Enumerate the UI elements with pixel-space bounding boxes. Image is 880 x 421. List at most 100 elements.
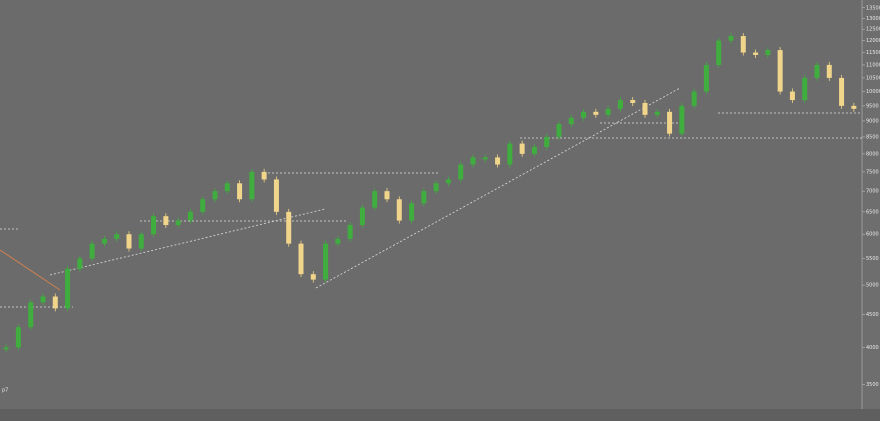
trend-line — [315, 87, 681, 289]
y-tick-label: 11000 — [866, 62, 880, 68]
candle — [273, 179, 279, 212]
candles — [3, 33, 857, 353]
y-tick-label: 10000 — [866, 89, 880, 95]
candle — [421, 191, 427, 204]
candle — [286, 211, 292, 244]
candle — [212, 191, 218, 200]
candle — [384, 191, 390, 200]
candle — [445, 179, 451, 184]
candle — [65, 268, 71, 309]
candle — [642, 102, 648, 115]
y-tick-label: 6000 — [866, 232, 879, 238]
candle — [261, 171, 267, 180]
y-tick-label: 7000 — [866, 189, 879, 195]
candle — [507, 143, 513, 165]
candle — [52, 296, 58, 309]
candle — [470, 157, 476, 165]
candle — [789, 91, 795, 101]
candle — [839, 77, 845, 106]
candle — [740, 36, 746, 53]
candle — [458, 164, 464, 180]
candle — [249, 171, 255, 200]
candle — [28, 302, 34, 328]
candle — [200, 199, 206, 212]
candle — [347, 225, 353, 239]
candle — [409, 203, 415, 221]
candle — [335, 238, 341, 244]
y-tick-label: 13500 — [866, 5, 880, 11]
y-tick-label: 10500 — [866, 75, 880, 81]
candle — [237, 183, 243, 200]
y-tick-label: 12500 — [866, 27, 880, 33]
candle — [802, 77, 808, 101]
candle — [691, 91, 697, 106]
candle — [630, 100, 636, 103]
candle — [568, 117, 574, 125]
candle — [716, 40, 722, 65]
candle — [163, 216, 169, 226]
y-tick-label: 4500 — [866, 312, 879, 318]
candle — [667, 111, 673, 134]
candle — [310, 274, 316, 280]
candle — [765, 50, 771, 55]
candle — [679, 105, 685, 134]
y-tick-label: 7500 — [866, 169, 879, 175]
candle — [372, 191, 378, 208]
candle — [556, 124, 562, 137]
candle — [323, 243, 329, 280]
y-tick-label: 5000 — [866, 283, 879, 289]
candle — [519, 143, 525, 154]
candle — [851, 105, 857, 109]
candle — [40, 296, 46, 303]
y-tick-label: 6500 — [866, 209, 879, 215]
candle — [617, 100, 623, 109]
candle — [175, 220, 181, 226]
candle — [753, 52, 759, 55]
candle — [77, 258, 83, 269]
candle — [15, 327, 21, 348]
y-tick-label: 4000 — [866, 345, 879, 351]
y-tick-label: 11500 — [866, 50, 880, 56]
price-axis — [862, 0, 880, 421]
candle — [703, 64, 709, 92]
y-tick-label: 12000 — [866, 38, 880, 44]
candle — [531, 146, 537, 154]
candle — [359, 207, 365, 226]
annotation: p7 — [2, 388, 8, 394]
trend-line — [0, 249, 61, 291]
candle — [114, 234, 120, 239]
candle — [593, 111, 599, 115]
candle — [3, 347, 9, 350]
candle — [826, 64, 832, 78]
candle — [728, 36, 734, 41]
y-tick-label: 9000 — [866, 118, 879, 124]
candle — [482, 157, 488, 160]
candle — [605, 108, 611, 115]
candle — [138, 234, 144, 249]
candle — [89, 243, 95, 259]
candle — [187, 211, 193, 221]
candle — [544, 136, 550, 147]
candle — [151, 216, 157, 235]
candle — [126, 234, 132, 249]
y-tick-label: 13000 — [866, 16, 880, 22]
y-tick-label: 9500 — [866, 103, 879, 109]
candle — [224, 183, 230, 192]
candle — [101, 238, 107, 244]
y-tick-label: 3500 — [866, 382, 879, 388]
y-tick-label: 8500 — [866, 134, 879, 140]
candle — [396, 199, 402, 221]
y-tick-label: 5500 — [866, 256, 879, 262]
candle — [654, 111, 660, 115]
candle — [581, 111, 587, 118]
candle — [298, 243, 304, 275]
time-axis — [0, 409, 880, 421]
candle — [777, 50, 783, 92]
candle — [814, 64, 820, 78]
candle — [495, 157, 501, 165]
candle — [433, 183, 439, 192]
y-tick-label: 8000 — [866, 151, 879, 157]
trend-line — [49, 208, 326, 276]
